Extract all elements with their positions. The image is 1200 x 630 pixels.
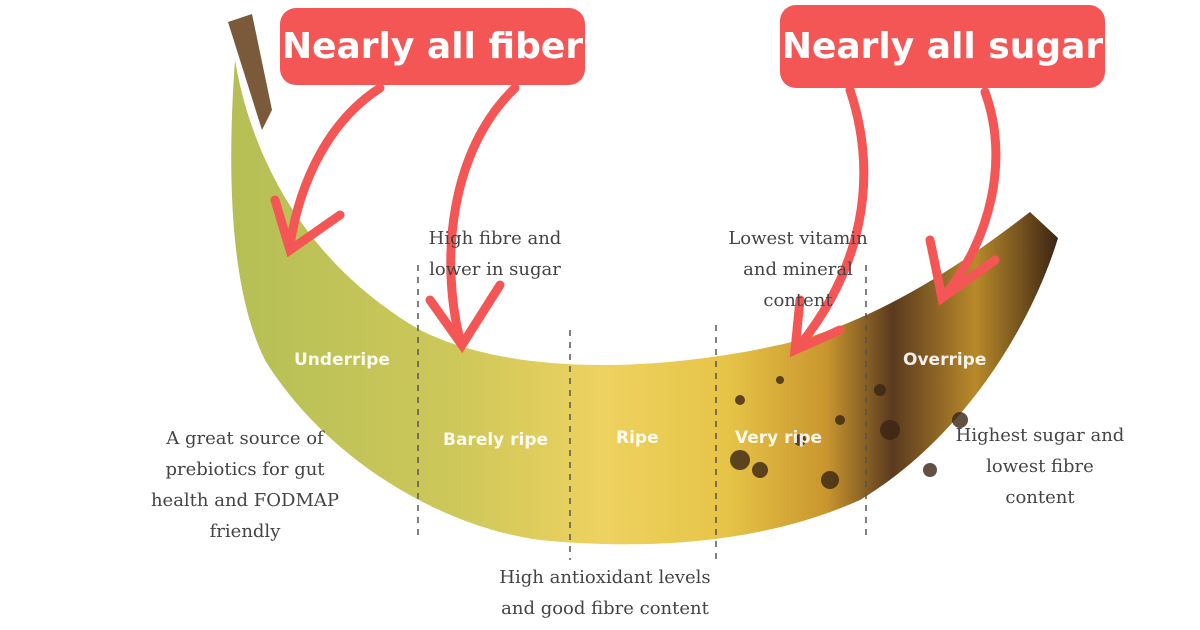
stage-ripe: Ripe bbox=[616, 428, 659, 448]
note-very-ripe: Lowest vitamin and mineral content bbox=[728, 228, 868, 311]
stage-underripe: Underripe bbox=[294, 350, 390, 370]
banana-stem bbox=[228, 14, 272, 130]
banana-spots bbox=[730, 376, 968, 489]
banana-body bbox=[231, 60, 1058, 545]
stage-dividers bbox=[417, 265, 867, 560]
stage-very-ripe: Very ripe bbox=[735, 428, 823, 448]
stage-overripe: Overripe bbox=[903, 350, 987, 370]
stage-barely-ripe: Barely ripe bbox=[443, 430, 549, 450]
callout-fiber: Nearly all fiber bbox=[280, 8, 585, 85]
note-overripe: Highest sugar and lowest fibre content bbox=[955, 425, 1125, 508]
note-ripe: High antioxidant levels and good fibre c… bbox=[499, 567, 711, 619]
note-underripe: A great source of prebiotics for gut hea… bbox=[150, 428, 340, 542]
callout-sugar: Nearly all sugar bbox=[780, 5, 1105, 88]
arrows bbox=[270, 83, 1001, 358]
note-barely-ripe: High fibre and lower in sugar bbox=[428, 228, 562, 280]
